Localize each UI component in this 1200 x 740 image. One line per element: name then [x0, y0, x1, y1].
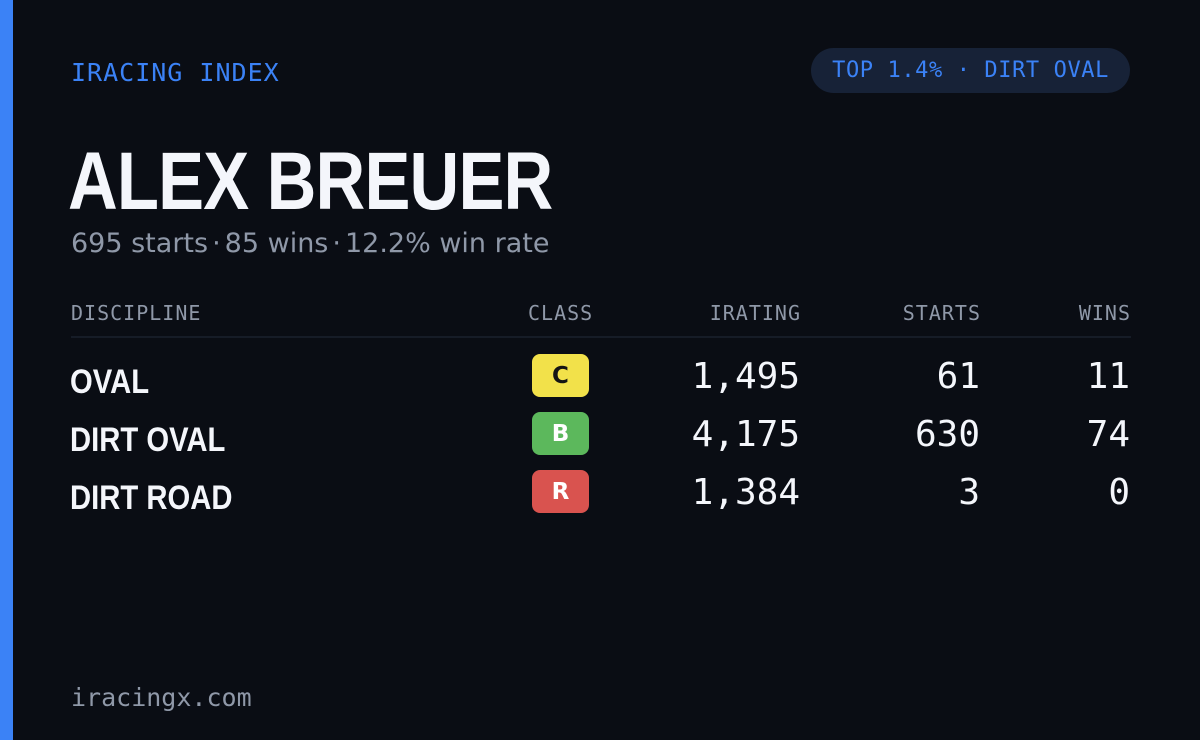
driver-summary: 695 starts · 85 wins · 12.2% win rate	[71, 226, 549, 262]
class-badge: B	[532, 412, 589, 455]
starts-summary: 695 starts	[71, 228, 209, 259]
wins-value: 74	[1086, 414, 1130, 455]
header-class: CLASS	[528, 301, 594, 325]
starts-value: 630	[914, 414, 980, 455]
site-link[interactable]: iracingx.com	[71, 683, 252, 712]
header-irating: IRATING	[709, 301, 801, 325]
win-rate-summary: 12.2% win rate	[344, 228, 550, 259]
driver-name: ALEX BREUER	[68, 136, 553, 227]
wins-value: 0	[1108, 472, 1130, 513]
class-badge: R	[532, 470, 589, 513]
table-row: DIRT OVAL B 4,175 630 74	[0, 410, 1200, 468]
discipline-name: DIRT OVAL	[70, 421, 226, 459]
table-divider	[71, 336, 1131, 338]
wins-summary: 85 wins	[224, 228, 329, 259]
accent-bar	[0, 0, 13, 740]
starts-value: 3	[958, 472, 980, 513]
wins-value: 11	[1086, 356, 1130, 397]
summary-separator: ·	[212, 228, 221, 259]
starts-value: 61	[936, 356, 980, 397]
header-discipline: DISCIPLINE	[71, 301, 202, 325]
summary-separator: ·	[332, 228, 341, 259]
header-starts: STARTS	[902, 301, 981, 325]
discipline-name: OVAL	[70, 363, 150, 401]
irating-value: 1,384	[691, 472, 800, 513]
irating-value: 1,495	[691, 356, 800, 397]
brand-label: IRACING INDEX	[71, 58, 280, 87]
header-wins: WINS	[1078, 301, 1131, 325]
discipline-name: DIRT ROAD	[70, 479, 233, 517]
table-row: OVAL C 1,495 61 11	[0, 352, 1200, 410]
ranking-badge: TOP 1.4% · DIRT OVAL	[811, 48, 1130, 93]
irating-value: 4,175	[691, 414, 800, 455]
table-row: DIRT ROAD R 1,384 3 0	[0, 468, 1200, 526]
class-badge: C	[532, 354, 589, 397]
